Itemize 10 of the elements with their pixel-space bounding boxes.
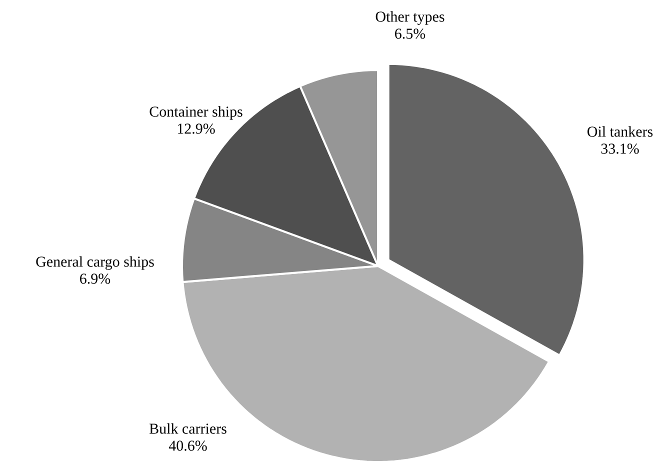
slice-label: Container ships <box>150 106 242 120</box>
slice-label: General cargo ships <box>36 256 154 270</box>
data-label: 12.9% <box>178 124 215 134</box>
slice-label: Oil tankers <box>588 126 653 137</box>
data-label: 40.6% <box>168 440 207 451</box>
data-label: 6.5% <box>395 28 426 39</box>
data-label: 6.9% <box>80 274 110 284</box>
data-label: 33.1% <box>601 144 639 154</box>
slice-label: Bulk carriers <box>150 423 226 434</box>
slice-label: Other types <box>376 11 444 25</box>
